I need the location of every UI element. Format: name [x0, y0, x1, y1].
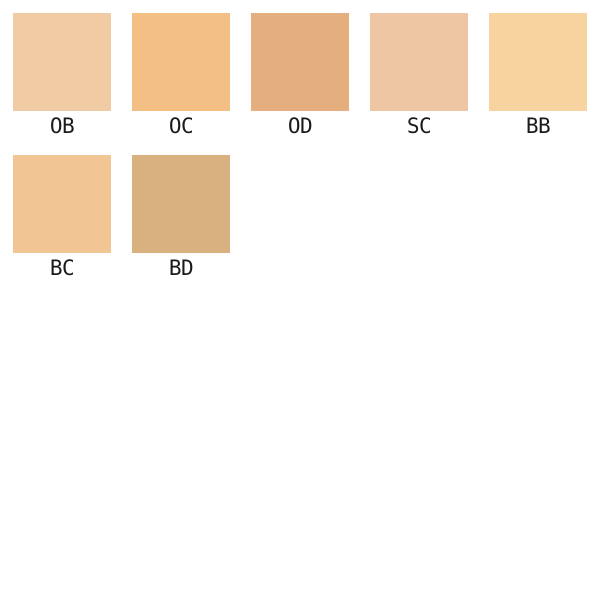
color-chip-bd[interactable] [132, 155, 230, 253]
swatch-label-od: OD [287, 114, 313, 138]
swatch-cell-od[interactable]: OD [251, 13, 349, 141]
swatch-cell-bb[interactable]: BB [489, 13, 587, 141]
swatch-cell-sc[interactable]: SC [370, 13, 468, 141]
color-chip-bc[interactable] [13, 155, 111, 253]
color-chip-oc[interactable] [132, 13, 230, 111]
color-chip-bb[interactable] [489, 13, 587, 111]
swatch-cell-oc[interactable]: OC [132, 13, 230, 141]
color-chip-od[interactable] [251, 13, 349, 111]
swatch-label-sc: SC [406, 114, 432, 138]
swatch-cell-ob[interactable]: OB [13, 13, 111, 141]
swatch-label-bc: BC [49, 256, 75, 280]
swatch-label-bd: BD [168, 256, 194, 280]
swatch-label-ob: OB [49, 114, 75, 138]
swatch-cell-bc[interactable]: BC [13, 155, 111, 283]
color-chip-ob[interactable] [13, 13, 111, 111]
swatch-cell-bd[interactable]: BD [132, 155, 230, 283]
swatch-label-oc: OC [168, 114, 194, 138]
swatch-label-bb: BB [525, 114, 551, 138]
color-chip-sc[interactable] [370, 13, 468, 111]
